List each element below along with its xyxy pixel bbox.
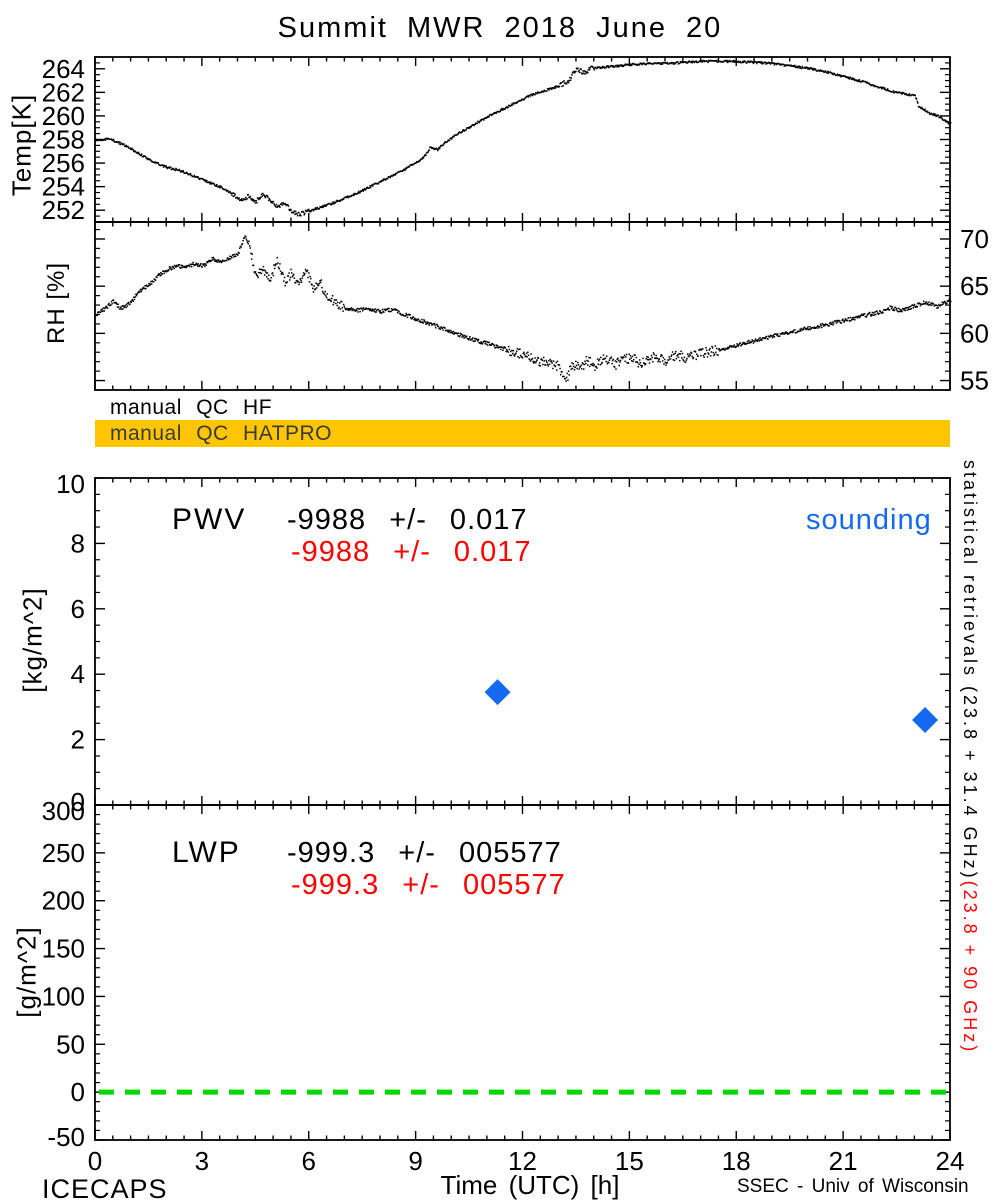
svg-text:150: 150	[42, 934, 85, 964]
svg-text:4: 4	[71, 659, 85, 689]
svg-text:24: 24	[936, 1146, 965, 1176]
svg-text:252: 252	[42, 195, 85, 225]
pwv-panel-label: PWV	[172, 503, 247, 536]
svg-text:100: 100	[42, 981, 85, 1011]
svg-text:8: 8	[71, 528, 85, 558]
svg-text:260: 260	[42, 101, 85, 131]
project-name: ICECAPS	[42, 1174, 168, 1200]
lwp-stat-red: -999.3 +/- 005577	[291, 869, 566, 901]
svg-text:0: 0	[71, 787, 85, 817]
svg-text:264: 264	[42, 54, 85, 84]
svg-text:50: 50	[56, 1029, 85, 1059]
svg-text:262: 262	[42, 77, 85, 107]
svg-text:60: 60	[960, 318, 989, 348]
svg-text:18: 18	[722, 1146, 751, 1176]
svg-text:258: 258	[42, 125, 85, 155]
svg-text:21: 21	[829, 1146, 858, 1176]
credit-text: SSEC - Univ of Wisconsin	[737, 1176, 969, 1197]
manual-qc-hatpro-label: manual QC HATPRO	[110, 421, 332, 445]
svg-text:55: 55	[960, 366, 989, 396]
svg-text:65: 65	[960, 271, 989, 301]
svg-text:254: 254	[42, 172, 85, 202]
qc-hatpro-bar: manual QC HATPRO	[95, 420, 950, 447]
svg-text:3: 3	[195, 1146, 209, 1176]
x-axis-label: Time (UTC) [h]	[440, 1170, 620, 1200]
svg-text:9: 9	[408, 1146, 422, 1176]
rh-y-axis-label: RH [%]	[43, 261, 70, 345]
svg-text:200: 200	[42, 886, 85, 916]
svg-text:256: 256	[42, 148, 85, 178]
manual-qc-hf-label: manual QC HF	[110, 396, 273, 419]
svg-text:70: 70	[960, 224, 989, 254]
temp-y-axis-label: Temp[K]	[6, 93, 37, 197]
pwv-stat-red: -9988 +/- 0.017	[291, 536, 532, 568]
lwp-y-axis-label: [g/m^2]	[11, 926, 42, 1018]
lwp-stat-black: -999.3 +/- 005577	[287, 837, 562, 869]
page-title: Summit MWR 2018 June 20	[277, 12, 723, 44]
sounding-label: sounding	[806, 504, 932, 536]
svg-text:300: 300	[42, 796, 85, 826]
right-margin-red: (23.8 + 90 GHz)	[960, 880, 980, 1055]
svg-text:10: 10	[56, 469, 85, 499]
svg-text:0: 0	[88, 1146, 102, 1176]
right-margin-black: statistical retrievals (23.8 + 31.4 GHz)	[960, 460, 980, 881]
pwv-y-axis-label: [kg/m^2]	[17, 587, 48, 693]
svg-text:2: 2	[71, 725, 85, 755]
svg-text:250: 250	[42, 838, 85, 868]
lwp-panel-label: LWP	[172, 836, 241, 869]
svg-text:6: 6	[302, 1146, 316, 1176]
svg-text:-50: -50	[47, 1122, 85, 1152]
svg-text:0: 0	[71, 1077, 85, 1107]
svg-text:12: 12	[508, 1146, 537, 1176]
svg-text:6: 6	[71, 594, 85, 624]
pwv-stat-black: -9988 +/- 0.017	[287, 504, 528, 536]
svg-text:15: 15	[615, 1146, 644, 1176]
right-margin-text: statistical retrievals (23.8 + 31.4 GHz)…	[959, 460, 980, 1054]
